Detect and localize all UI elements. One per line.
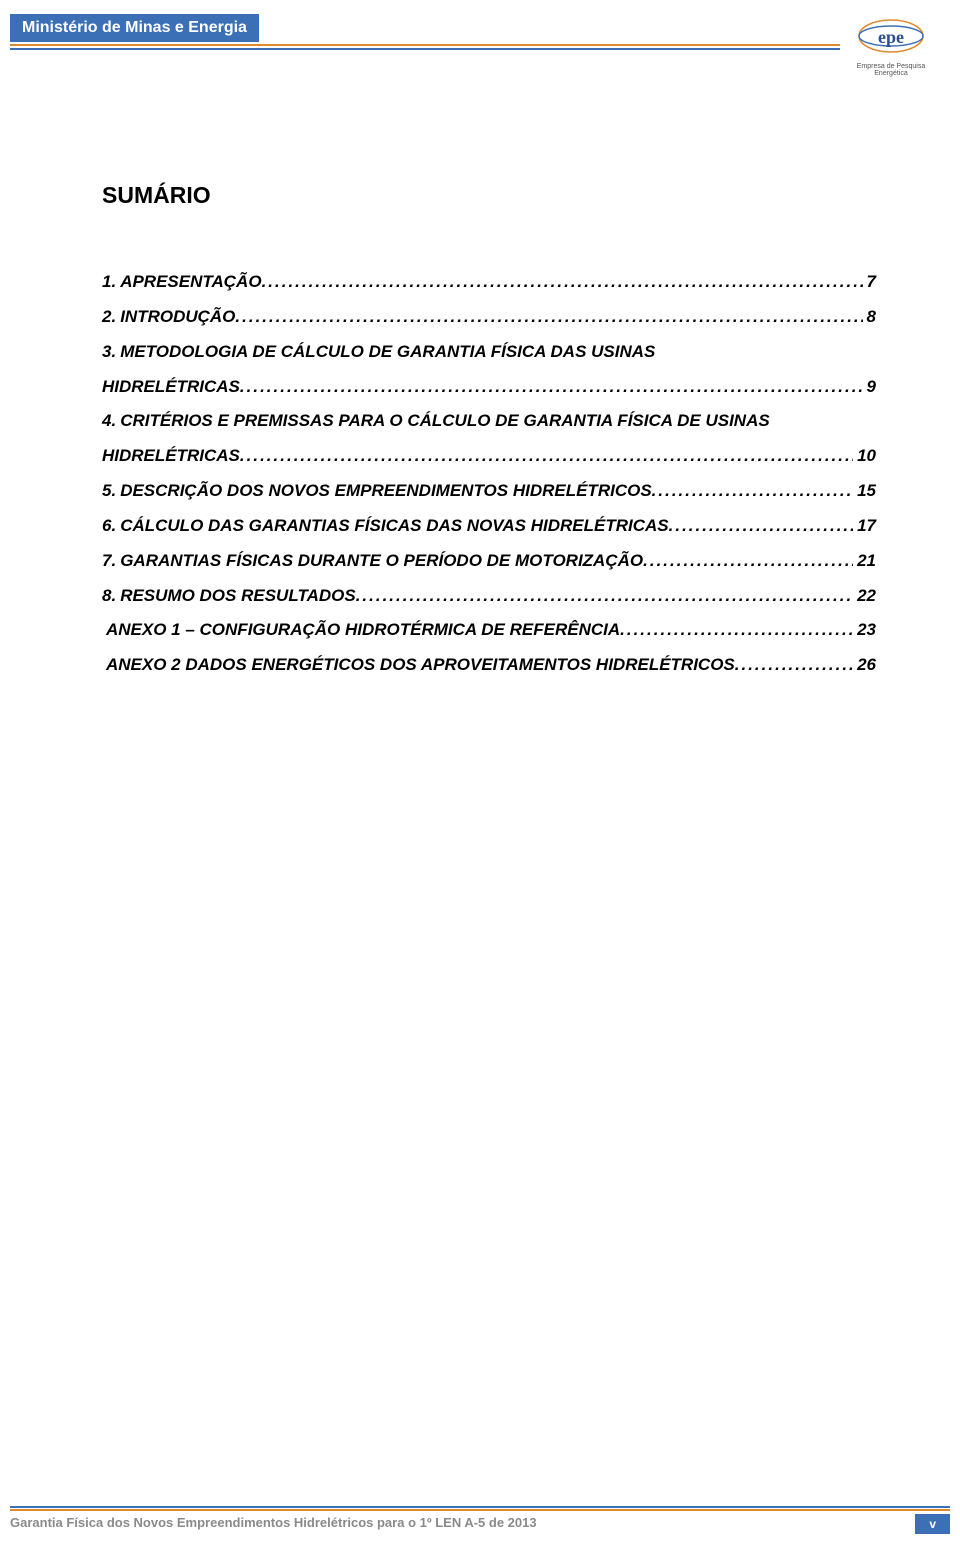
toc-entry-text: CRITÉRIOS E PREMISSAS PARA O CÁLCULO DE … bbox=[120, 404, 770, 439]
toc-entry-page: 22 bbox=[857, 579, 876, 614]
svg-text:epe: epe bbox=[878, 27, 904, 47]
toc-entry-wrap: HIDRELÉTRICAS 10 bbox=[102, 439, 876, 474]
page: Ministério de Minas e Energia epe Empres… bbox=[0, 0, 960, 1548]
toc-entry: 2.INTRODUÇÃO 8 bbox=[102, 300, 876, 335]
toc-entry: 1.APRESENTAÇÃO 7 bbox=[102, 265, 876, 300]
toc-entry-number: 4. bbox=[102, 404, 116, 439]
toc-entry: 3.METODOLOGIA DE CÁLCULO DE GARANTIA FÍS… bbox=[102, 335, 876, 370]
toc-entry-text: HIDRELÉTRICAS bbox=[102, 370, 240, 405]
toc-entry-text: GARANTIAS FÍSICAS DURANTE O PERÍODO DE M… bbox=[120, 544, 643, 579]
toc-entry-page: 26 bbox=[857, 648, 876, 683]
footer-page-number: v bbox=[915, 1514, 950, 1534]
toc-entry-page: 7 bbox=[867, 265, 876, 300]
logo-caption: Empresa de Pesquisa Energética bbox=[848, 63, 934, 77]
footer-rule-blue bbox=[10, 1506, 950, 1508]
toc-entry: 7.GARANTIAS FÍSICAS DURANTE O PERÍODO DE… bbox=[102, 544, 876, 579]
toc-entry-text: CÁLCULO DAS GARANTIAS FÍSICAS DAS NOVAS … bbox=[120, 509, 668, 544]
page-title: SUMÁRIO bbox=[102, 182, 876, 209]
toc-entry-page: 9 bbox=[867, 370, 876, 405]
toc-entry-page: 17 bbox=[857, 509, 876, 544]
toc-entry: 6.CÁLCULO DAS GARANTIAS FÍSICAS DAS NOVA… bbox=[102, 509, 876, 544]
toc-dots bbox=[669, 509, 853, 544]
toc-entry: 4.CRITÉRIOS E PREMISSAS PARA O CÁLCULO D… bbox=[102, 404, 876, 439]
toc-entry-text: ANEXO 2 DADOS ENERGÉTICOS DOS APROVEITAM… bbox=[106, 648, 735, 683]
toc-entry-page: 15 bbox=[857, 474, 876, 509]
toc-entry: ANEXO 1 – CONFIGURAÇÃO HIDROTÉRMICA DE R… bbox=[102, 613, 876, 648]
toc-dots bbox=[620, 613, 853, 648]
footer: Garantia Física dos Novos Empreendimento… bbox=[10, 1506, 950, 1530]
toc-entry: 5.DESCRIÇÃO DOS NOVOS EMPREENDIMENTOS HI… bbox=[102, 474, 876, 509]
content-area: SUMÁRIO 1.APRESENTAÇÃO72.INTRODUÇÃO83.ME… bbox=[102, 182, 876, 683]
header: Ministério de Minas e Energia epe Empres… bbox=[0, 14, 960, 58]
toc-entry-text: INTRODUÇÃO bbox=[120, 300, 235, 335]
toc-entry-text: RESUMO DOS RESULTADOS bbox=[120, 579, 356, 614]
toc-dots bbox=[240, 370, 863, 405]
toc-entry-text: DESCRIÇÃO DOS NOVOS EMPREENDIMENTOS HIDR… bbox=[120, 474, 651, 509]
header-ministry-tab: Ministério de Minas e Energia bbox=[10, 14, 259, 42]
epe-logo-icon: epe bbox=[856, 16, 926, 56]
toc-dots bbox=[735, 648, 853, 683]
toc-entry-text: APRESENTAÇÃO bbox=[120, 265, 261, 300]
toc-entry-text: HIDRELÉTRICAS bbox=[102, 439, 240, 474]
toc-entry-number: 3. bbox=[102, 335, 116, 370]
toc-entry-number: 7. bbox=[102, 544, 116, 579]
toc-entry-page: 8 bbox=[867, 300, 876, 335]
toc-dots bbox=[235, 300, 862, 335]
toc-entry-text: ANEXO 1 – CONFIGURAÇÃO HIDROTÉRMICA DE R… bbox=[106, 613, 620, 648]
toc-entry-text: METODOLOGIA DE CÁLCULO DE GARANTIA FÍSIC… bbox=[120, 335, 655, 370]
toc-entry: 8.RESUMO DOS RESULTADOS 22 bbox=[102, 579, 876, 614]
toc-dots bbox=[262, 265, 863, 300]
toc-entry-number: 1. bbox=[102, 265, 116, 300]
toc-dots bbox=[240, 439, 853, 474]
toc-entry: ANEXO 2 DADOS ENERGÉTICOS DOS APROVEITAM… bbox=[102, 648, 876, 683]
toc-dots bbox=[356, 579, 853, 614]
toc-entry-number: 5. bbox=[102, 474, 116, 509]
footer-text: Garantia Física dos Novos Empreendimento… bbox=[10, 1515, 950, 1530]
toc-entry-page: 21 bbox=[857, 544, 876, 579]
toc-entry-number: 2. bbox=[102, 300, 116, 335]
toc-entry-page: 23 bbox=[857, 613, 876, 648]
toc-entry-wrap: HIDRELÉTRICAS 9 bbox=[102, 370, 876, 405]
header-rule-orange bbox=[10, 44, 840, 46]
toc-dots bbox=[643, 544, 853, 579]
footer-rule-orange bbox=[10, 1509, 950, 1511]
toc-dots bbox=[652, 474, 853, 509]
toc-entry-number: 8. bbox=[102, 579, 116, 614]
toc-entry-page: 10 bbox=[857, 439, 876, 474]
toc-entry-number: 6. bbox=[102, 509, 116, 544]
header-rule-blue bbox=[10, 48, 840, 50]
table-of-contents: 1.APRESENTAÇÃO72.INTRODUÇÃO83.METODOLOGI… bbox=[102, 265, 876, 683]
logo: epe Empresa de Pesquisa Energética bbox=[848, 16, 934, 77]
